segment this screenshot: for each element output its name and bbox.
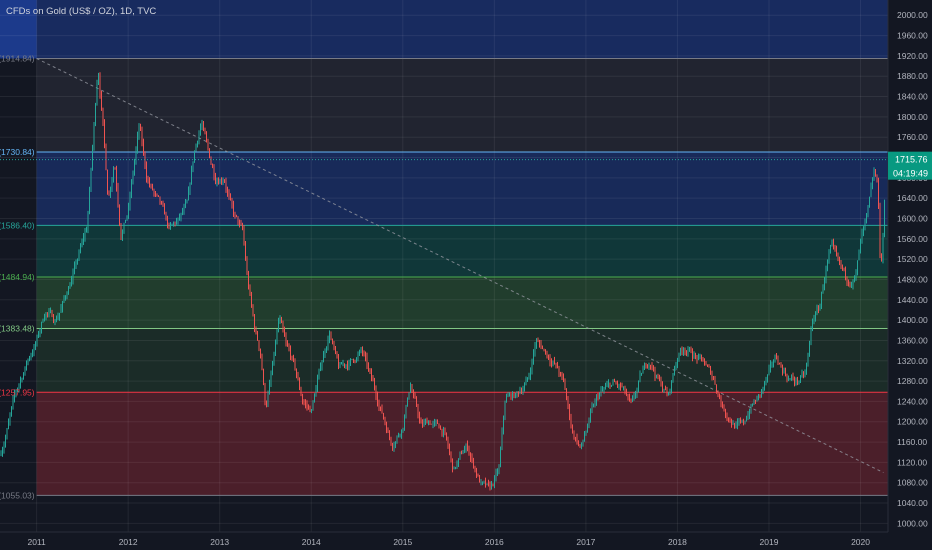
y-tick-label: 1120.00 [897,457,927,467]
y-tick-label: 1040.00 [897,498,928,508]
y-tick-label: 1560.00 [897,234,928,244]
fib-label: 1(1914.84) [0,54,35,64]
fib-zone [36,328,889,393]
x-tick-label: 2018 [668,537,687,547]
fib-label: 0.786(1730.84) [0,147,35,157]
fib-zone [36,58,889,153]
x-tick-label: 2013 [210,537,229,547]
y-tick-label: 1240.00 [897,396,928,406]
y-tick-label: 1360.00 [897,335,928,345]
fib-label: 0.382(1383.48) [0,324,35,334]
y-tick-label: 1760.00 [897,132,928,142]
chart-title: CFDs on Gold (US$ / OZ), 1D, TVC [6,6,156,17]
y-tick-label: 1840.00 [897,92,928,102]
y-tick-label: 1200.00 [897,417,928,427]
price-axis[interactable] [888,0,932,532]
last-price-box [888,151,932,180]
y-tick-label: 1640.00 [897,193,928,203]
y-tick-label: 1480.00 [897,274,928,284]
y-tick-label: 1080.00 [897,478,928,488]
fib-zone-left [0,0,37,59]
fib-lines [36,58,888,496]
y-tick-label: 1160.00 [897,437,927,447]
fib-zone [36,225,889,277]
x-tick-label: 2019 [760,537,779,547]
y-tick-label: 2000.00 [897,10,928,20]
fib-label: 0(1055.03) [0,490,35,500]
x-tick-label: 2017 [576,537,595,547]
y-tick-label: 1320.00 [897,356,928,366]
last-price-tag: 1715.76 04:19:49 [888,151,932,180]
y-tick-label: 1520.00 [897,254,928,264]
fib-zone [36,392,889,496]
x-tick-label: 2020 [851,537,870,547]
x-tick-label: 2011 [27,537,46,547]
fib-zone [36,152,889,226]
trendline[interactable] [36,58,884,473]
y-tick-label: 1440.00 [897,295,928,305]
x-tick-labels: 2011 2012 2013 2014 2015 2016 2017 2018 2019 2020 [27,537,870,547]
fib-labels: 1(1914.84) 0.786(1730.84) 0.618(1586.40) 0.… [0,54,35,501]
fib-label: 0.236(1257.95) [0,387,35,397]
x-tick-label: 2012 [119,537,138,547]
y-tick-label: 1880.00 [897,71,928,81]
y-tick-label: 1280.00 [897,376,928,386]
y-tick-label: 1600.00 [897,213,928,223]
y-tick-label: 1000.00 [897,518,928,528]
y-tick-label: 1920.00 [897,51,928,61]
candles [0,72,885,491]
grid [0,0,888,532]
last-price-value: 1715.76 [895,155,928,165]
fib-label: 0.5(1484.94) [0,272,35,282]
fib-zone [0,0,888,59]
x-tick-label: 2014 [302,537,321,547]
time-axis[interactable] [0,532,932,550]
y-tick-label: 1800.00 [897,112,928,122]
fib-zone [36,276,889,329]
y-tick-label: 1960.00 [897,31,928,41]
fib-label: 0.618(1586.40) [0,220,35,230]
fib-zones [0,0,889,496]
bar-countdown: 04:19:49 [893,169,928,179]
y-tick-label: 1400.00 [897,315,928,325]
x-tick-label: 2015 [393,537,412,547]
x-tick-label: 2016 [485,537,504,547]
